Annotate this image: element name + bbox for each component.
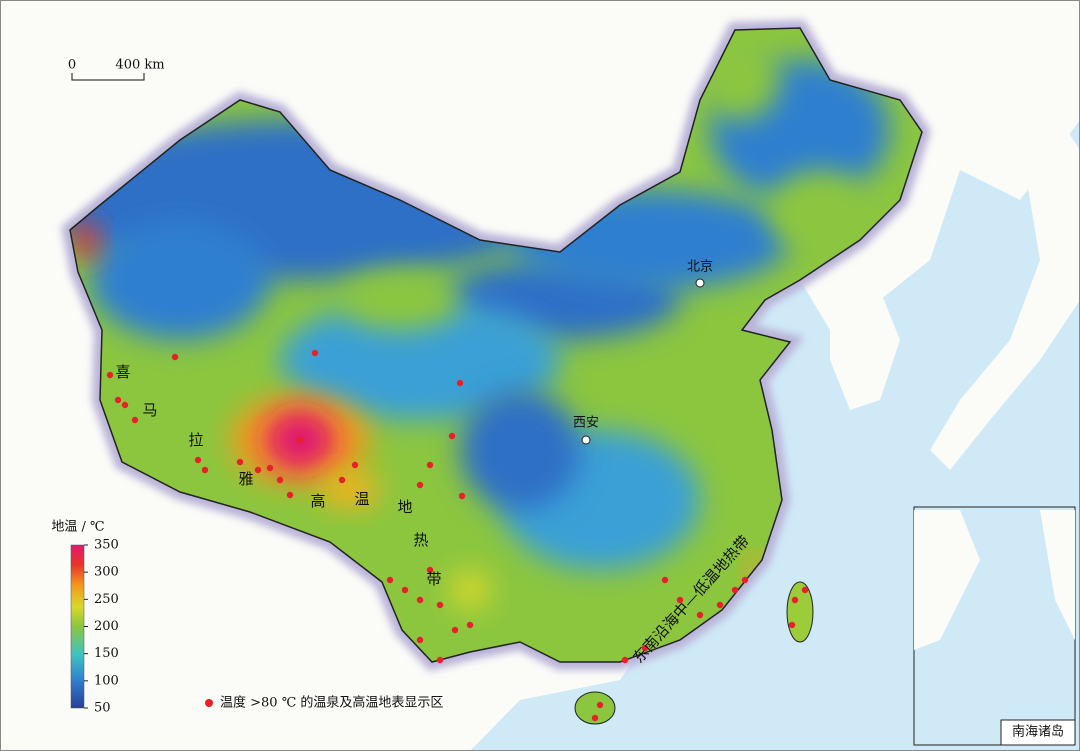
field-blob: [770, 170, 870, 250]
colorbar-tick-label: 250: [94, 592, 119, 607]
hot-spring: [131, 416, 139, 424]
hot-spring: [436, 656, 444, 664]
hot-spring: [466, 621, 474, 629]
hot-spring: [731, 586, 739, 594]
hot-spring: [351, 461, 359, 469]
hot-spring: [426, 461, 434, 469]
hot-spring: [436, 601, 444, 609]
belt-char: 温: [354, 490, 369, 508]
hot-spring: [338, 476, 346, 484]
hot-spring: [416, 481, 424, 489]
belt-char: 雅: [238, 470, 253, 488]
hot-spring: [416, 596, 424, 604]
colorbar-tick-label: 100: [94, 673, 119, 688]
point-legend-label: 温度 >80 ℃ 的温泉及高温地表显示区: [220, 695, 443, 711]
hot-spring: [641, 644, 649, 652]
legend-title: 地温 / ℃: [51, 520, 104, 535]
hainan: [574, 691, 616, 725]
hot-spring: [716, 601, 724, 609]
hot-spring: [386, 576, 394, 584]
hot-spring: [451, 626, 459, 634]
inset-label: 南海诸岛: [1012, 724, 1064, 740]
belt-char: 拉: [188, 431, 203, 449]
hot-spring: [236, 458, 244, 466]
hot-spring: [661, 576, 669, 584]
inset: 南海诸岛: [913, 506, 1076, 746]
field-blob: [71, 220, 99, 260]
hot-spring: [311, 349, 319, 357]
inset-label-box: [1000, 719, 1076, 746]
hot-spring: [448, 432, 456, 440]
belt-char: 热: [413, 531, 428, 549]
hot-springs: [106, 349, 809, 722]
hot-spring: [801, 586, 809, 594]
colorbar-tick-label: 300: [94, 565, 119, 580]
legend: 地温 / ℃ 50 100 150 200 250 300 350: [51, 520, 118, 716]
hot-spring: [194, 456, 202, 464]
belt-char: 带: [426, 570, 441, 588]
hot-spring: [171, 353, 179, 361]
inset-land: [914, 510, 980, 650]
hot-spring: [201, 466, 209, 474]
hot-spring: [791, 596, 799, 604]
hot-spring: [676, 596, 684, 604]
hot-spring: [741, 576, 749, 584]
scale-line: [71, 73, 145, 81]
field-blob: [320, 472, 380, 508]
hot-spring: [788, 621, 796, 629]
field-blob: [90, 220, 270, 340]
inset-land: [1040, 510, 1075, 640]
city-marker: [695, 278, 705, 288]
scale-label: 400 km: [115, 58, 164, 73]
belt-char: 马: [142, 401, 157, 419]
korea: [830, 290, 900, 410]
hot-spring: [286, 491, 294, 499]
hot-spring: [696, 611, 704, 619]
colorbar-tick-label: 50: [94, 701, 111, 716]
hot-spring: [596, 701, 604, 709]
city-label: 北京: [687, 260, 713, 275]
hot-spring: [121, 401, 129, 409]
belt-char: 地: [397, 498, 412, 516]
hot-spring: [276, 476, 284, 484]
hot-spring: [114, 396, 122, 404]
hot-spring: [456, 379, 464, 387]
hot-spring: [621, 656, 629, 664]
hot-spring: [416, 636, 424, 644]
hot-spring: [458, 492, 466, 500]
taiwan: [786, 581, 814, 643]
field-blob: [450, 570, 490, 610]
hot-spring: [296, 436, 304, 444]
field-blob: [460, 390, 580, 510]
city-label: 西安: [573, 416, 599, 431]
point-legend-marker: [205, 699, 213, 707]
belt-char: 喜: [115, 363, 130, 381]
hot-spring: [591, 714, 599, 722]
hot-spring: [254, 466, 262, 474]
colorbar-tick-label: 200: [94, 619, 119, 634]
hot-spring: [426, 566, 434, 574]
field-blob: [280, 300, 560, 420]
scale-bar: 0 400 km: [68, 58, 165, 81]
colorbar-tick-label: 150: [94, 646, 119, 661]
japan: [930, 120, 1080, 470]
scale-label: 0: [68, 58, 76, 73]
colorbar-tick-label: 350: [94, 538, 119, 553]
colorbar: [70, 544, 85, 709]
border: [69, 27, 923, 663]
field-blob: [340, 270, 460, 330]
hot-spring: [266, 464, 274, 472]
hot-spring: [106, 371, 114, 379]
belt-char: 高: [310, 492, 325, 510]
city-marker: [581, 435, 591, 445]
hot-spring: [401, 586, 409, 594]
